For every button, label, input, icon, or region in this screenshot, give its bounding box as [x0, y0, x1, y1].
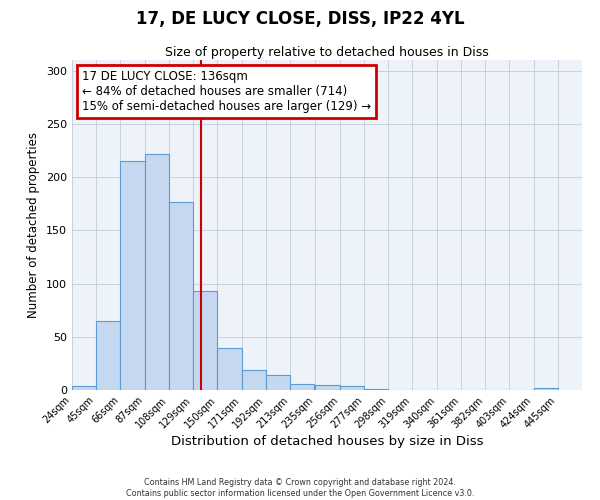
- Bar: [316, 384, 340, 390]
- Title: Size of property relative to detached houses in Diss: Size of property relative to detached ho…: [165, 46, 489, 59]
- Bar: [266, 375, 290, 390]
- Bar: [290, 384, 314, 390]
- Bar: [72, 386, 96, 390]
- Bar: [193, 291, 217, 390]
- X-axis label: Distribution of detached houses by size in Diss: Distribution of detached houses by size …: [171, 436, 483, 448]
- Bar: [242, 370, 266, 390]
- Bar: [121, 161, 145, 390]
- Bar: [364, 389, 388, 390]
- Text: Contains HM Land Registry data © Crown copyright and database right 2024.
Contai: Contains HM Land Registry data © Crown c…: [126, 478, 474, 498]
- Bar: [340, 386, 364, 390]
- Text: 17 DE LUCY CLOSE: 136sqm
← 84% of detached houses are smaller (714)
15% of semi-: 17 DE LUCY CLOSE: 136sqm ← 84% of detach…: [82, 70, 371, 113]
- Bar: [96, 321, 121, 390]
- Text: 17, DE LUCY CLOSE, DISS, IP22 4YL: 17, DE LUCY CLOSE, DISS, IP22 4YL: [136, 10, 464, 28]
- Bar: [145, 154, 169, 390]
- Bar: [169, 202, 193, 390]
- Y-axis label: Number of detached properties: Number of detached properties: [28, 132, 40, 318]
- Bar: [217, 348, 242, 390]
- Bar: [533, 388, 558, 390]
